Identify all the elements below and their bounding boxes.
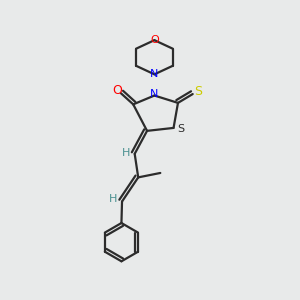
Text: O: O: [112, 84, 122, 97]
Text: S: S: [177, 124, 184, 134]
Text: H: H: [122, 148, 130, 158]
Text: N: N: [150, 69, 159, 79]
Text: O: O: [150, 35, 159, 45]
Text: N: N: [150, 89, 158, 99]
Text: H: H: [109, 194, 117, 204]
Text: S: S: [194, 85, 202, 98]
